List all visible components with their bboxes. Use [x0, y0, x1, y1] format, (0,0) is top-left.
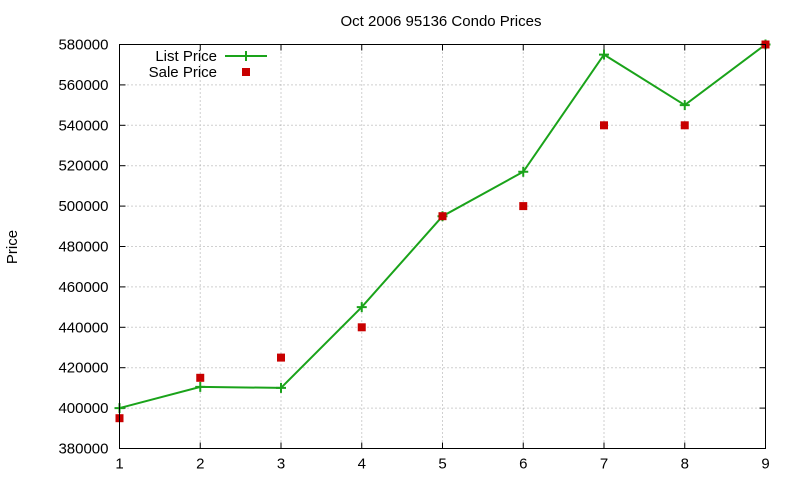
list-price-point	[518, 166, 529, 177]
list-price-point	[276, 382, 286, 393]
legend-label-sale-price: Sale Price	[149, 64, 217, 81]
x-tick-label: 8	[681, 456, 689, 473]
sale-price-point	[438, 212, 447, 221]
y-tick-label: 500000	[58, 198, 108, 215]
x-tick-label: 4	[358, 456, 366, 473]
sale-price-point	[680, 121, 689, 130]
x-tick-label: 5	[438, 456, 446, 473]
sale-price-point	[196, 373, 205, 382]
legend-marker-sale-price	[242, 68, 250, 76]
list-price-point	[356, 302, 367, 313]
legend-marker-list-price	[241, 51, 251, 61]
y-tick-label: 380000	[58, 441, 108, 458]
x-tick-label: 2	[196, 456, 204, 473]
y-tick-label: 520000	[58, 158, 108, 175]
x-tick-label: 7	[600, 456, 608, 473]
list-price-point	[599, 49, 609, 60]
x-tick-label: 3	[277, 456, 285, 473]
y-axis-label: Price	[4, 230, 21, 264]
y-tick-label: 440000	[58, 319, 108, 336]
list-price-line	[119, 43, 767, 410]
y-tick-label: 460000	[58, 279, 108, 296]
legend-label-list-price: List Price	[155, 48, 217, 65]
chart-title: Oct 2006 95136 Condo Prices	[341, 13, 542, 30]
plot-frame	[119, 44, 766, 449]
y-tick-label: 560000	[58, 77, 108, 94]
x-tick-label: 1	[115, 456, 123, 473]
axis-ticks: 380000 400000 420000 440000 460000 480000 5000…	[58, 37, 769, 473]
y-tick-label: 400000	[58, 400, 108, 417]
y-tick-label: 540000	[58, 117, 108, 134]
sale-price-point	[357, 323, 366, 332]
sale-price-point	[277, 353, 285, 362]
sale-price-point	[519, 202, 528, 211]
list-price-point	[679, 100, 690, 111]
y-tick-label: 580000	[58, 37, 108, 54]
x-tick-label: 9	[761, 456, 769, 473]
x-tick-label: 6	[519, 456, 527, 473]
y-tick-label: 420000	[58, 360, 108, 377]
y-tick-label: 480000	[58, 239, 108, 256]
sale-price-point	[600, 121, 608, 130]
list-price-point	[195, 381, 206, 392]
